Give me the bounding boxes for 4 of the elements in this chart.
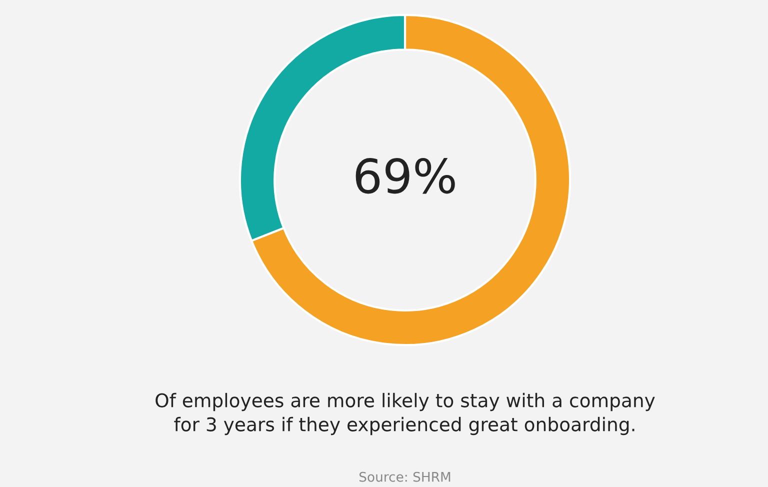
data-label: 69% [356,158,455,194]
text: for 3 years if they experienced great onboarding. [174,416,634,436]
source-note: Source: SHRM [359,472,450,482]
text: Of employees are more likely to stay with a company [156,392,655,412]
